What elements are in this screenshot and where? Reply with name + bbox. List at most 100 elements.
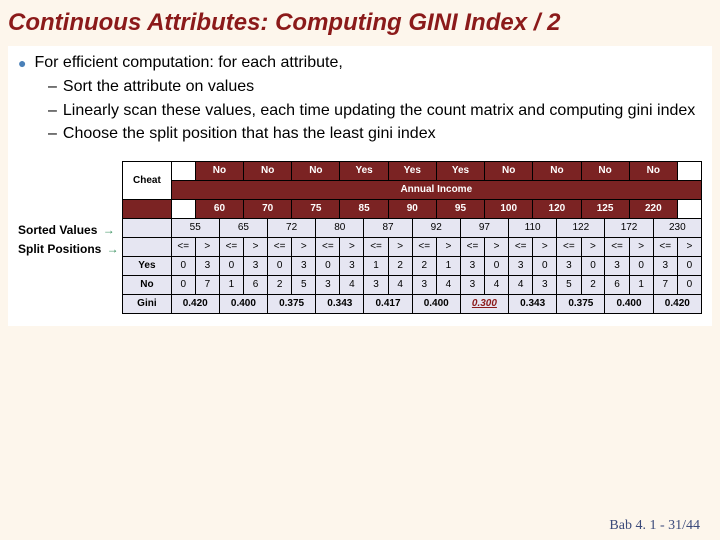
split-positions-label: Split Positions → (18, 240, 122, 259)
split-position: 80 (316, 218, 364, 237)
dash-icon: – (48, 78, 57, 95)
yes-count: 3 (460, 256, 484, 275)
cheat-value: No (533, 161, 581, 180)
cheat-value: No (581, 161, 629, 180)
gini-value: 0.420 (171, 294, 219, 313)
sub-bullet-text: Choose the split position that has the l… (63, 125, 436, 142)
no-count: 0 (171, 275, 195, 294)
gini-value: 0.343 (509, 294, 557, 313)
page-footer: Bab 4. 1 - 31/44 (609, 518, 700, 534)
gini-value: 0.400 (605, 294, 653, 313)
slide-title: Continuous Attributes: Computing GINI In… (0, 0, 720, 42)
yes-row-label: Yes (123, 256, 171, 275)
sorted-value: 95 (436, 199, 484, 218)
no-count: 7 (653, 275, 677, 294)
gini-value: 0.343 (316, 294, 364, 313)
gt-header: > (340, 237, 364, 256)
gini-table: CheatNoNoNoYesYesYesNoNoNoNoAnnual Incom… (122, 161, 702, 314)
split-position: 72 (268, 218, 316, 237)
cheat-value: Yes (436, 161, 484, 180)
le-header: <= (605, 237, 629, 256)
yes-count: 0 (171, 256, 195, 275)
gt-header: > (195, 237, 219, 256)
cheat-value: No (244, 161, 292, 180)
arrow-icon: → (103, 242, 118, 256)
no-count: 3 (364, 275, 388, 294)
no-count: 0 (677, 275, 701, 294)
no-count: 4 (485, 275, 509, 294)
no-count: 5 (292, 275, 316, 294)
le-header: <= (509, 237, 533, 256)
yes-count: 3 (605, 256, 629, 275)
yes-count: 3 (509, 256, 533, 275)
no-count: 6 (605, 275, 629, 294)
yes-count: 3 (557, 256, 581, 275)
no-count: 4 (388, 275, 412, 294)
gt-header: > (436, 237, 460, 256)
row-spacer (123, 218, 171, 237)
gini-value: 0.375 (268, 294, 316, 313)
sorted-value: 85 (340, 199, 388, 218)
gini-value: 0.420 (653, 294, 701, 313)
gt-header: > (244, 237, 268, 256)
split-position: 87 (364, 218, 412, 237)
gini-value: 0.400 (219, 294, 267, 313)
no-count: 2 (268, 275, 292, 294)
split-position: 55 (171, 218, 219, 237)
no-count: 3 (460, 275, 484, 294)
dash-icon: – (48, 102, 57, 119)
bullet-dot-icon: ● (18, 55, 26, 71)
sub-bullet: –Linearly scan these values, each time u… (48, 100, 702, 122)
no-count: 4 (340, 275, 364, 294)
split-position: 230 (653, 218, 701, 237)
le-header: <= (557, 237, 581, 256)
row-spacer (123, 237, 171, 256)
arrow-icon: → (99, 223, 114, 237)
annual-income-header: Annual Income (171, 180, 701, 199)
split-position: 172 (605, 218, 653, 237)
sub-bullet-text: Linearly scan these values, each time up… (63, 102, 695, 119)
gt-header: > (533, 237, 557, 256)
sub-bullet-list: –Sort the attribute on values –Linearly … (48, 76, 702, 145)
no-count: 4 (436, 275, 460, 294)
cheat-header: Cheat (123, 161, 171, 199)
yes-count: 0 (677, 256, 701, 275)
gini-value: 0.400 (412, 294, 460, 313)
main-bullet: ●For efficient computation: for each att… (18, 54, 702, 72)
split-position: 110 (509, 218, 557, 237)
no-count: 4 (509, 275, 533, 294)
no-row-label: No (123, 275, 171, 294)
le-header: <= (316, 237, 340, 256)
yes-count: 0 (268, 256, 292, 275)
yes-count: 2 (412, 256, 436, 275)
yes-count: 0 (316, 256, 340, 275)
sorted-value: 90 (388, 199, 436, 218)
le-header: <= (219, 237, 243, 256)
gini-value: 0.375 (557, 294, 605, 313)
cheat-value: No (629, 161, 677, 180)
le-header: <= (653, 237, 677, 256)
gt-header: > (388, 237, 412, 256)
gt-header: > (292, 237, 316, 256)
gt-header: > (677, 237, 701, 256)
le-header: <= (412, 237, 436, 256)
split-position: 97 (460, 218, 508, 237)
cheat-value: No (485, 161, 533, 180)
no-count: 3 (316, 275, 340, 294)
le-header: <= (364, 237, 388, 256)
row-spacer (123, 199, 171, 218)
yes-count: 3 (340, 256, 364, 275)
side-labels: Sorted Values → Split Positions → (18, 161, 122, 259)
no-count: 5 (557, 275, 581, 294)
yes-count: 0 (581, 256, 605, 275)
sorted-value: 60 (195, 199, 243, 218)
yes-count: 1 (364, 256, 388, 275)
no-count: 7 (195, 275, 219, 294)
yes-count: 1 (436, 256, 460, 275)
split-position: 122 (557, 218, 605, 237)
sorted-value: 125 (581, 199, 629, 218)
cheat-value: Yes (388, 161, 436, 180)
yes-count: 2 (388, 256, 412, 275)
le-header: <= (268, 237, 292, 256)
no-count: 6 (244, 275, 268, 294)
